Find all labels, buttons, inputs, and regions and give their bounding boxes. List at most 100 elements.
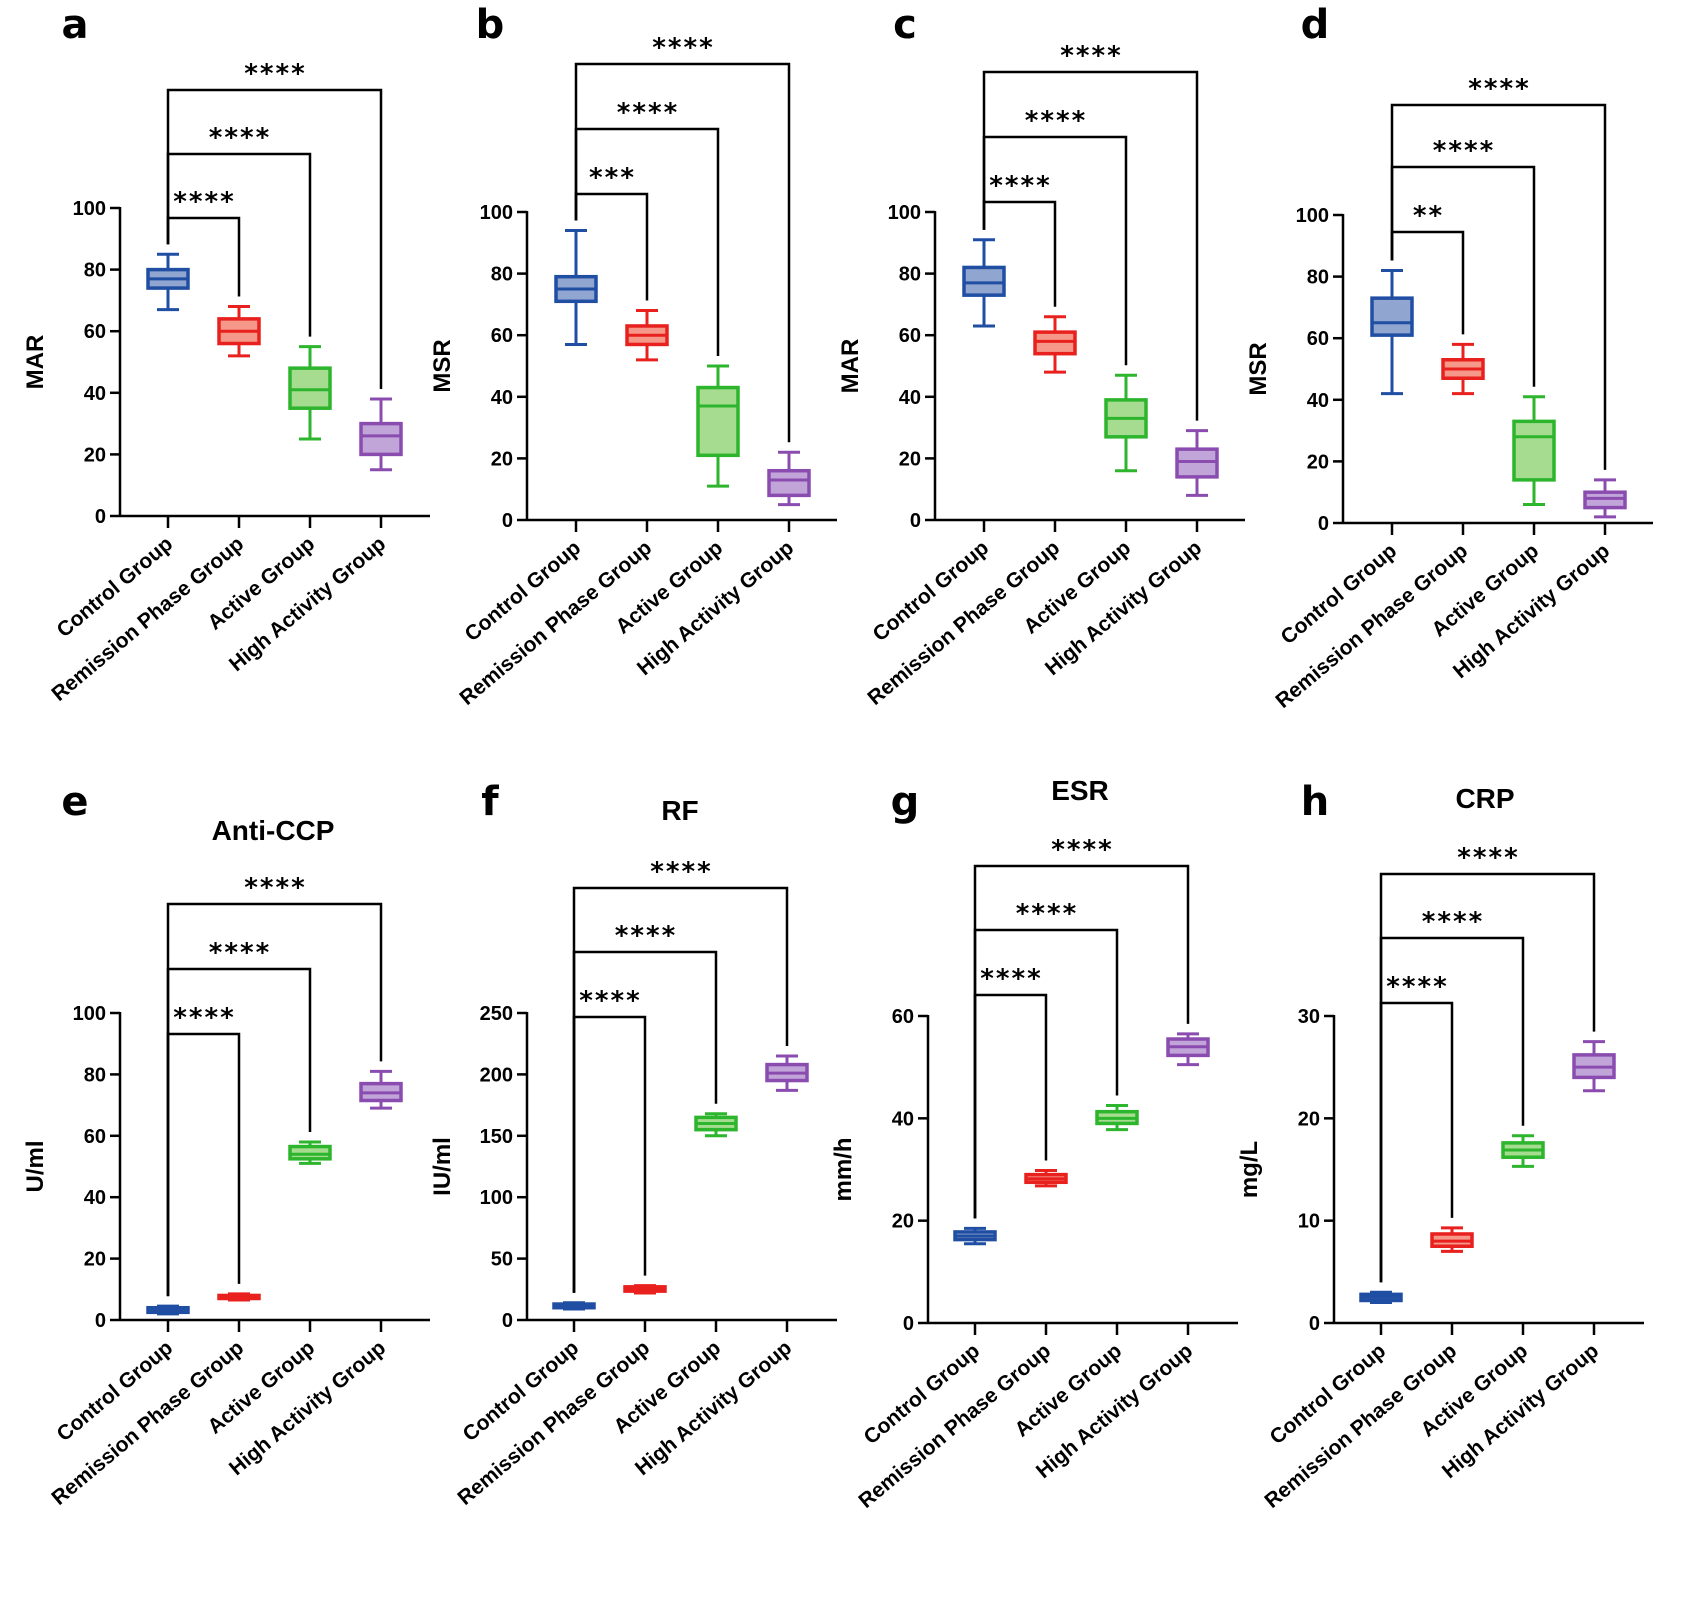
box-4 [767,450,811,507]
panel-letter: f [481,779,499,825]
iqr-box [696,385,740,458]
y-tick-label: 40 [84,383,106,405]
significance-label: **** [1015,899,1078,929]
y-tick-label: 60 [1307,328,1329,350]
significance-label: **** [1467,74,1530,104]
y-tick-label: 80 [84,1064,106,1086]
significance-bracket [1390,103,1607,470]
y-axis-title: U/ml [22,1140,49,1192]
significance-label: **** [1050,835,1113,865]
significance-label: **** [988,171,1051,201]
y-axis-title: MAR [22,335,49,390]
y-tick-label: 50 [491,1249,513,1271]
y-tick-label: 40 [892,1108,914,1130]
box-4 [359,397,403,472]
significance-bracket [166,1032,241,1297]
panel-letter: d [1301,2,1330,48]
y-tick-label: 80 [899,264,921,286]
iqr-box [1175,447,1219,479]
box-4 [1175,429,1219,497]
significance-label: **** [172,187,235,217]
y-tick-label: 100 [480,1187,513,1209]
panel-title: CRP [1455,783,1514,814]
y-axis-title: MSR [429,339,456,392]
panel-letter: h [1301,779,1329,825]
iqr-box [1370,296,1414,337]
panel-letter: c [893,2,917,48]
iqr-box [359,421,403,457]
box-3 [696,364,740,488]
x-tick-label: Control Group [461,536,586,646]
x-tick-label: Control Group [1266,1339,1391,1449]
significance-label: **** [208,938,271,968]
y-tick-label: 20 [892,1211,914,1233]
y-tick-label: 100 [73,198,106,220]
y-tick-label: 150 [480,1126,513,1148]
y-tick-label: 40 [899,387,921,409]
y-tick-label: 20 [1307,451,1329,473]
significance-label: **** [651,33,714,63]
y-tick-label: 40 [491,387,513,409]
y-tick-label: 0 [95,1310,106,1332]
panel-letter: b [476,2,505,48]
y-axis-title: IU/ml [429,1137,456,1196]
y-tick-label: 10 [1298,1211,1320,1233]
significance-bracket [973,864,1190,1219]
panel-title: ESR [1051,775,1109,806]
y-tick-label: 0 [910,510,921,532]
box-3 [288,345,332,441]
y-tick-label: 40 [1307,390,1329,412]
y-tick-label: 20 [899,448,921,470]
y-tick-label: 60 [892,1006,914,1028]
y-tick-label: 60 [491,325,513,347]
significance-label: **** [1059,41,1122,71]
y-tick-label: 30 [1298,1006,1320,1028]
y-tick-label: 40 [84,1187,106,1209]
significance-label: **** [578,986,641,1016]
box-2 [1033,315,1077,374]
y-tick-label: 0 [1318,513,1329,535]
x-tick-label: Control Group [860,1339,985,1449]
significance-label: *** [588,163,635,193]
x-tick-label: Control Group [53,1336,178,1446]
panel-letter: a [62,2,89,48]
significance-label: **** [979,964,1042,994]
box-4 [1583,478,1627,519]
x-tick-label: Control Group [459,1336,584,1446]
significance-bracket [574,62,791,443]
significance-label: **** [208,123,271,153]
x-tick-label: Control Group [53,532,178,642]
y-tick-label: 20 [84,1249,106,1271]
significance-label: **** [172,1003,235,1033]
significance-label: **** [1421,907,1484,937]
y-axis-title: mm/h [830,1137,857,1201]
x-tick-label: Control Group [869,536,994,646]
x-tick-label: Control Group [1277,539,1402,649]
y-tick-label: 60 [84,321,106,343]
significance-label: **** [1456,843,1519,873]
y-tick-label: 100 [480,202,513,224]
box-2 [623,1284,667,1295]
y-axis-title: MSR [1245,342,1272,395]
y-tick-label: 0 [1309,1313,1320,1335]
significance-bracket [166,88,383,389]
y-tick-label: 20 [491,448,513,470]
box-1 [554,228,598,346]
iqr-box [962,265,1006,297]
box-1 [146,1304,190,1316]
significance-label: **** [614,921,677,951]
significance-label: **** [1024,106,1087,136]
panel-letter: e [61,779,88,825]
y-tick-label: 250 [480,1003,513,1025]
box-2 [1024,1169,1068,1188]
iqr-box [767,468,811,498]
box-2 [1441,342,1485,396]
significance-label: **** [649,857,712,887]
iqr-box [288,1144,332,1161]
